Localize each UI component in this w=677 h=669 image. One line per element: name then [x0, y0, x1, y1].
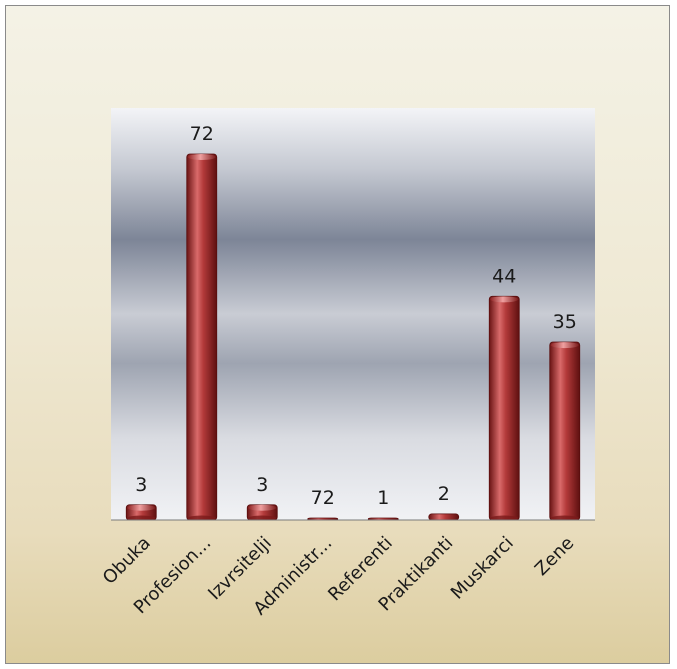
bar-bottom-cap — [550, 515, 579, 521]
bar-top-cap — [187, 154, 216, 160]
x-tick-label-0: Obuka — [99, 533, 155, 589]
bar-1 — [186, 153, 218, 521]
bar-7 — [549, 341, 581, 521]
bar-2 — [246, 504, 278, 521]
bar-bottom-cap — [248, 515, 277, 521]
data-label-4: 1 — [377, 487, 389, 509]
bars-group — [125, 153, 581, 521]
data-label-1: 72 — [190, 123, 214, 145]
bar-body — [428, 513, 460, 521]
bar-bottom-cap — [127, 515, 156, 521]
bar-top-cap — [248, 504, 277, 511]
x-tick-label-7: Zene — [531, 533, 578, 580]
bar-top-cap — [127, 504, 156, 511]
bar-bottom-cap — [187, 515, 216, 521]
data-label-2: 3 — [256, 474, 268, 496]
data-label-7: 35 — [553, 311, 577, 333]
bar-top-cap — [550, 342, 579, 349]
bar-0 — [125, 504, 157, 521]
bar-top-cap — [490, 296, 519, 303]
bar-chart: 3 72 3 72 1 2 44 35 ObukaProfesion...Izvrsitelj… — [99, 108, 595, 620]
bar-5 — [428, 513, 460, 521]
bar-6 — [488, 295, 520, 521]
data-label-6: 44 — [492, 265, 516, 287]
data-label-5: 2 — [438, 483, 450, 505]
bar-body — [488, 295, 520, 521]
bar-body — [186, 153, 218, 521]
bar-body — [549, 341, 581, 521]
data-labels-group: 3 72 3 72 1 2 44 35 — [135, 123, 577, 509]
plot-area — [111, 108, 595, 520]
x-tick-labels-group: ObukaProfesion...IzvrsiteljiAdministr...… — [99, 533, 578, 620]
bar-bottom-cap — [490, 515, 519, 521]
data-label-3: 72 — [311, 487, 335, 509]
x-tick-label-6: Muskarci — [447, 533, 518, 604]
data-label-0: 3 — [135, 474, 147, 496]
chart-area: 3 72 3 72 1 2 44 35 Obuka Profesion... Izvrsitelj… — [5, 5, 670, 664]
